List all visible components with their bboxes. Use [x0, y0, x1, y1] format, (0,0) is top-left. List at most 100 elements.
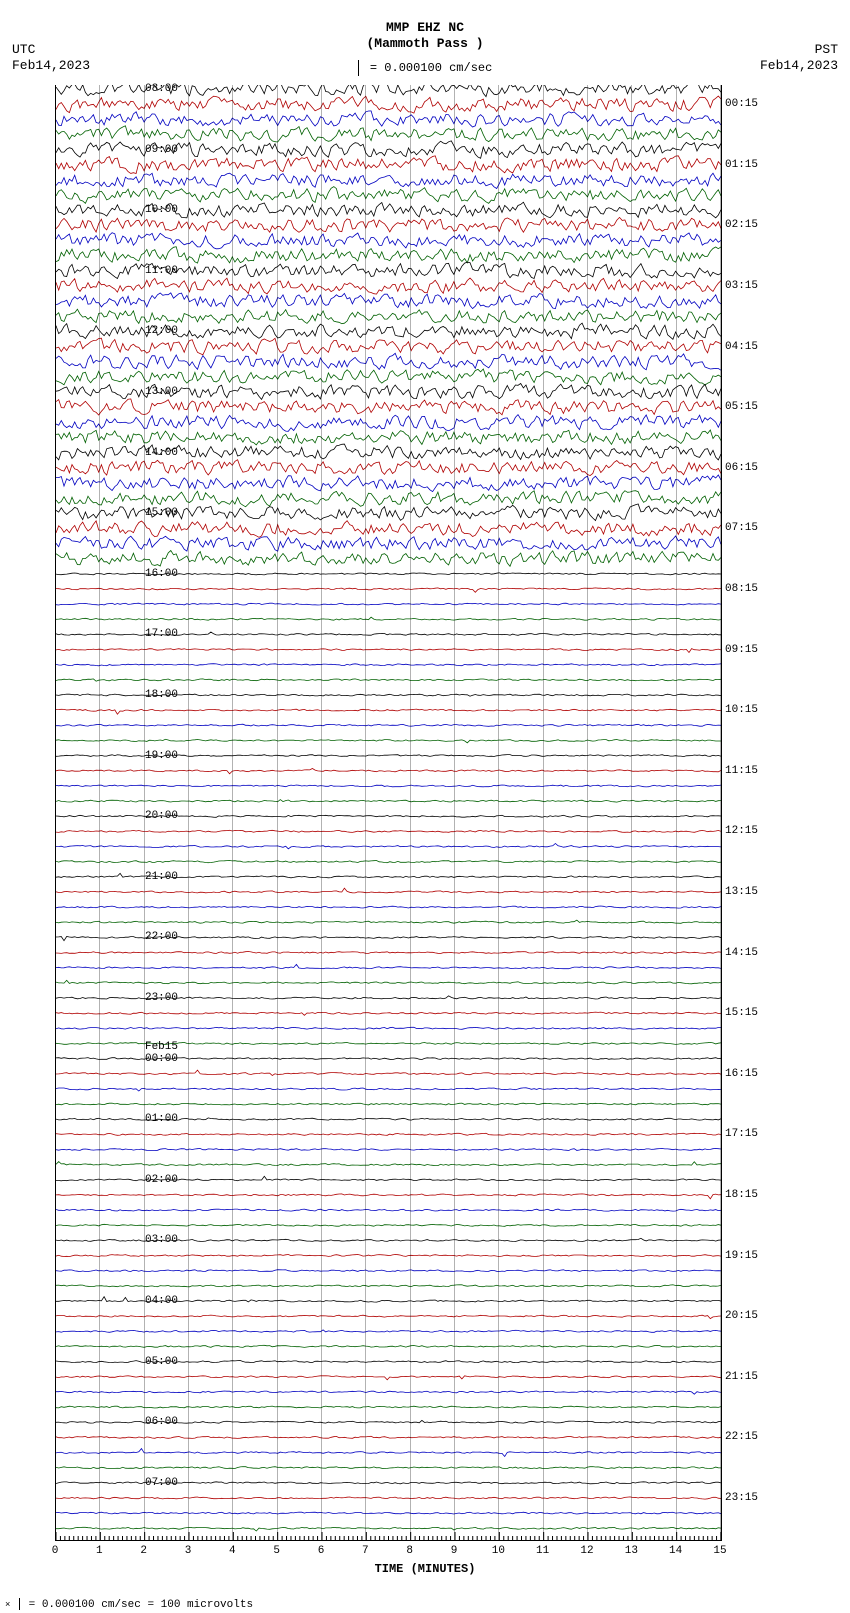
seismic-trace — [56, 111, 721, 127]
gridline-v — [99, 85, 100, 1540]
gridline-v — [543, 85, 544, 1540]
seismic-trace — [56, 1027, 721, 1029]
seismic-trace — [56, 1133, 721, 1135]
date-right: Feb14,2023 — [760, 58, 838, 73]
y-label-left: 18:00 — [145, 689, 178, 701]
seismic-trace — [56, 1512, 721, 1514]
seismic-trace — [56, 844, 721, 849]
y-label-right: 18:15 — [725, 1189, 758, 1201]
y-label-left: 19:00 — [145, 750, 178, 762]
seismic-trace — [56, 247, 721, 263]
seismic-trace — [56, 1449, 721, 1457]
y-label-right: 04:15 — [725, 341, 758, 353]
seismic-trace — [56, 1315, 721, 1319]
y-label-left: 06:00 — [145, 1416, 178, 1428]
x-tick-label: 7 — [362, 1545, 369, 1557]
y-label-right: 01:15 — [725, 159, 758, 171]
y-label-left: 08:00 — [145, 83, 178, 95]
seismic-trace — [56, 1345, 721, 1347]
seismic-trace — [56, 1406, 721, 1408]
gridline-v — [498, 85, 499, 1540]
seismogram-container: MMP EHZ NC (Mammoth Pass ) = 0.000100 cm… — [0, 0, 850, 1613]
y-label-left: 23:00 — [145, 992, 178, 1004]
y-label-right: 21:15 — [725, 1371, 758, 1383]
y-label-left: 09:00 — [145, 144, 178, 156]
seismic-trace — [56, 1194, 721, 1199]
y-label-right: 12:15 — [725, 825, 758, 837]
seismic-trace — [56, 679, 721, 681]
seismic-trace — [56, 1209, 721, 1211]
station-code: MMP EHZ NC — [0, 20, 850, 35]
seismic-trace — [56, 906, 721, 908]
y-label-right: 07:15 — [725, 522, 758, 534]
x-tick-label: 0 — [52, 1545, 59, 1557]
seismic-trace — [56, 399, 721, 415]
y-label-right: 08:15 — [725, 583, 758, 595]
x-tick-label: 8 — [406, 1545, 413, 1557]
seismic-trace — [56, 491, 721, 507]
seismic-trace — [56, 603, 721, 605]
x-tick-label: 11 — [536, 1545, 549, 1557]
y-label-left: 16:00 — [145, 568, 178, 580]
seismic-trace — [56, 1224, 721, 1226]
seismic-trace — [56, 861, 721, 863]
y-label-left: 11:00 — [145, 265, 178, 277]
seismic-trace — [56, 588, 721, 592]
gridline-v — [365, 85, 366, 1540]
seismic-trace — [56, 369, 721, 385]
gridline-v — [55, 85, 56, 1540]
seismic-trace — [56, 187, 721, 204]
seismic-trace — [56, 338, 721, 355]
y-label-left: 22:00 — [145, 931, 178, 943]
y-label-left: 05:00 — [145, 1356, 178, 1368]
station-name: (Mammoth Pass ) — [0, 36, 850, 51]
x-tick-label: 5 — [273, 1545, 280, 1557]
seismic-trace — [56, 415, 721, 432]
seismic-trace — [56, 664, 721, 666]
seismic-trace — [56, 293, 721, 309]
y-label-left: 10:00 — [145, 204, 178, 216]
seismic-trace — [56, 1376, 721, 1380]
seismic-trace — [56, 551, 721, 567]
y-label-right: 09:15 — [725, 644, 758, 656]
y-label-right: 11:15 — [725, 765, 758, 777]
gridline-v — [410, 85, 411, 1540]
seismic-trace — [56, 1149, 721, 1151]
seismic-trace — [56, 920, 721, 923]
x-tick-label: 10 — [492, 1545, 505, 1557]
seismic-trace — [56, 1436, 721, 1438]
y-label-right: 15:15 — [725, 1007, 758, 1019]
seismic-trace — [56, 1391, 721, 1394]
seismic-trace — [56, 739, 721, 743]
footer-note: × = 0.000100 cm/sec = 100 microvolts — [5, 1598, 253, 1611]
y-label-right: 05:15 — [725, 401, 758, 413]
seismic-trace — [56, 952, 721, 954]
seismic-trace — [56, 1285, 721, 1287]
y-label-right: 13:15 — [725, 886, 758, 898]
y-label-right: 23:15 — [725, 1492, 758, 1504]
y-label-right: 06:15 — [725, 462, 758, 474]
y-label-left: 20:00 — [145, 810, 178, 822]
seismic-trace — [56, 521, 721, 538]
seismic-trace — [56, 724, 721, 726]
x-tick-label: 9 — [451, 1545, 458, 1557]
seismic-trace — [56, 785, 721, 787]
seismic-trace — [56, 1103, 721, 1105]
seismic-trace — [56, 460, 721, 476]
seismic-trace — [56, 830, 721, 832]
seismic-trace — [56, 126, 721, 142]
y-label-right: 00:15 — [725, 98, 758, 110]
gridline-v — [587, 85, 588, 1540]
gridline-v — [277, 85, 278, 1540]
seismic-trace — [56, 233, 721, 249]
x-tick-label: 6 — [318, 1545, 325, 1557]
x-axis-label: TIME (MINUTES) — [0, 1562, 850, 1603]
seismic-trace — [56, 1467, 721, 1469]
seismic-trace — [56, 475, 721, 492]
y-label-left: 12:00 — [145, 325, 178, 337]
gridline-v — [720, 85, 721, 1540]
y-label-left: 03:00 — [145, 1234, 178, 1246]
seismic-trace — [56, 1162, 721, 1166]
gridline-v — [631, 85, 632, 1540]
seismic-trace — [56, 980, 721, 984]
